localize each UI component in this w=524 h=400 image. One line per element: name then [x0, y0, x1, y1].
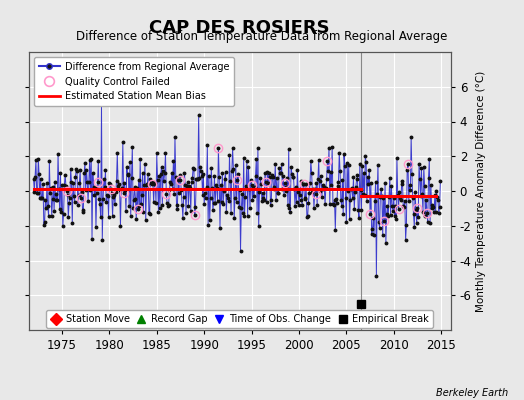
Legend: Station Move, Record Gap, Time of Obs. Change, Empirical Break: Station Move, Record Gap, Time of Obs. C…	[46, 310, 433, 328]
Title: CAP DES ROSIERS: CAP DES ROSIERS	[149, 18, 330, 36]
Text: Difference of Station Temperature Data from Regional Average: Difference of Station Temperature Data f…	[77, 30, 447, 43]
Text: Berkeley Earth: Berkeley Earth	[436, 388, 508, 398]
Y-axis label: Monthly Temperature Anomaly Difference (°C): Monthly Temperature Anomaly Difference (…	[476, 70, 486, 312]
